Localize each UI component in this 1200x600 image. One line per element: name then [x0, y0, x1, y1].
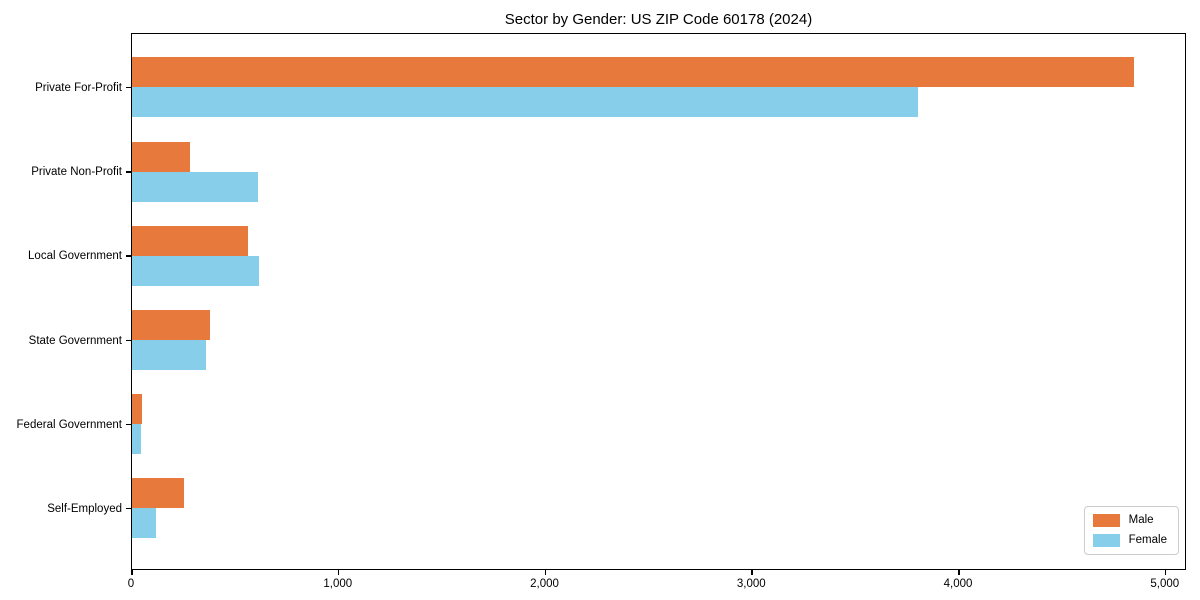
legend-label: Male [1128, 514, 1154, 526]
bar-male-4 [132, 394, 142, 425]
bar-female-2 [132, 255, 259, 286]
bar-male-0 [132, 57, 1134, 88]
bar-male-3 [132, 310, 210, 341]
y-axis-label: Federal Government [16, 418, 122, 431]
x-axis-tick [751, 570, 753, 575]
bar-male-2 [132, 225, 249, 256]
y-axis-tick [126, 86, 131, 89]
plot-area: Male Female [131, 33, 1186, 570]
bar-female-0 [132, 87, 918, 118]
legend-label: Female [1128, 534, 1167, 546]
legend-entry-female: Female [1092, 534, 1167, 547]
bar-female-5 [132, 508, 156, 539]
y-axis-tick [126, 339, 131, 342]
y-axis-tick [126, 423, 131, 426]
bar-male-5 [132, 478, 185, 509]
y-axis-labels: Private For-Profit Private Non-Profit Loca… [0, 33, 122, 570]
legend-entry-male: Male [1092, 514, 1167, 527]
x-axis-tick [958, 570, 960, 575]
y-axis-label: Private Non-Profit [31, 166, 122, 179]
x-axis-tick-label: 1,000 [323, 578, 353, 590]
x-axis-tick [131, 570, 133, 575]
x-axis-tick [337, 570, 340, 575]
y-axis-label: Self-Employed [47, 502, 122, 515]
legend-swatch-male [1092, 514, 1120, 527]
x-axis-tick [1164, 570, 1167, 575]
y-axis-tick [126, 507, 131, 510]
x-axis-tick-label: 5,000 [1150, 578, 1180, 590]
legend-swatch-female [1092, 534, 1120, 547]
legend: Male Female [1083, 506, 1179, 555]
x-axis-tick [544, 570, 546, 575]
y-axis-tick [126, 255, 131, 257]
y-axis-label: Local Government [28, 250, 122, 263]
bar-male-1 [132, 141, 191, 172]
y-axis-label: Private For-Profit [35, 81, 122, 94]
y-axis-label: State Government [28, 334, 122, 347]
x-axis-tick-label: 3,000 [736, 578, 766, 590]
x-axis-tick-label: 0 [127, 578, 135, 590]
x-axis-tick-label: 2,000 [530, 578, 559, 590]
x-axis-tick-label: 4,000 [943, 578, 973, 590]
y-axis-tick [126, 171, 131, 173]
bar-female-1 [132, 171, 259, 202]
bar-female-4 [132, 424, 141, 455]
chart-title: Sector by Gender: US ZIP Code 60178 (202… [504, 11, 813, 28]
bar-female-3 [132, 340, 206, 371]
